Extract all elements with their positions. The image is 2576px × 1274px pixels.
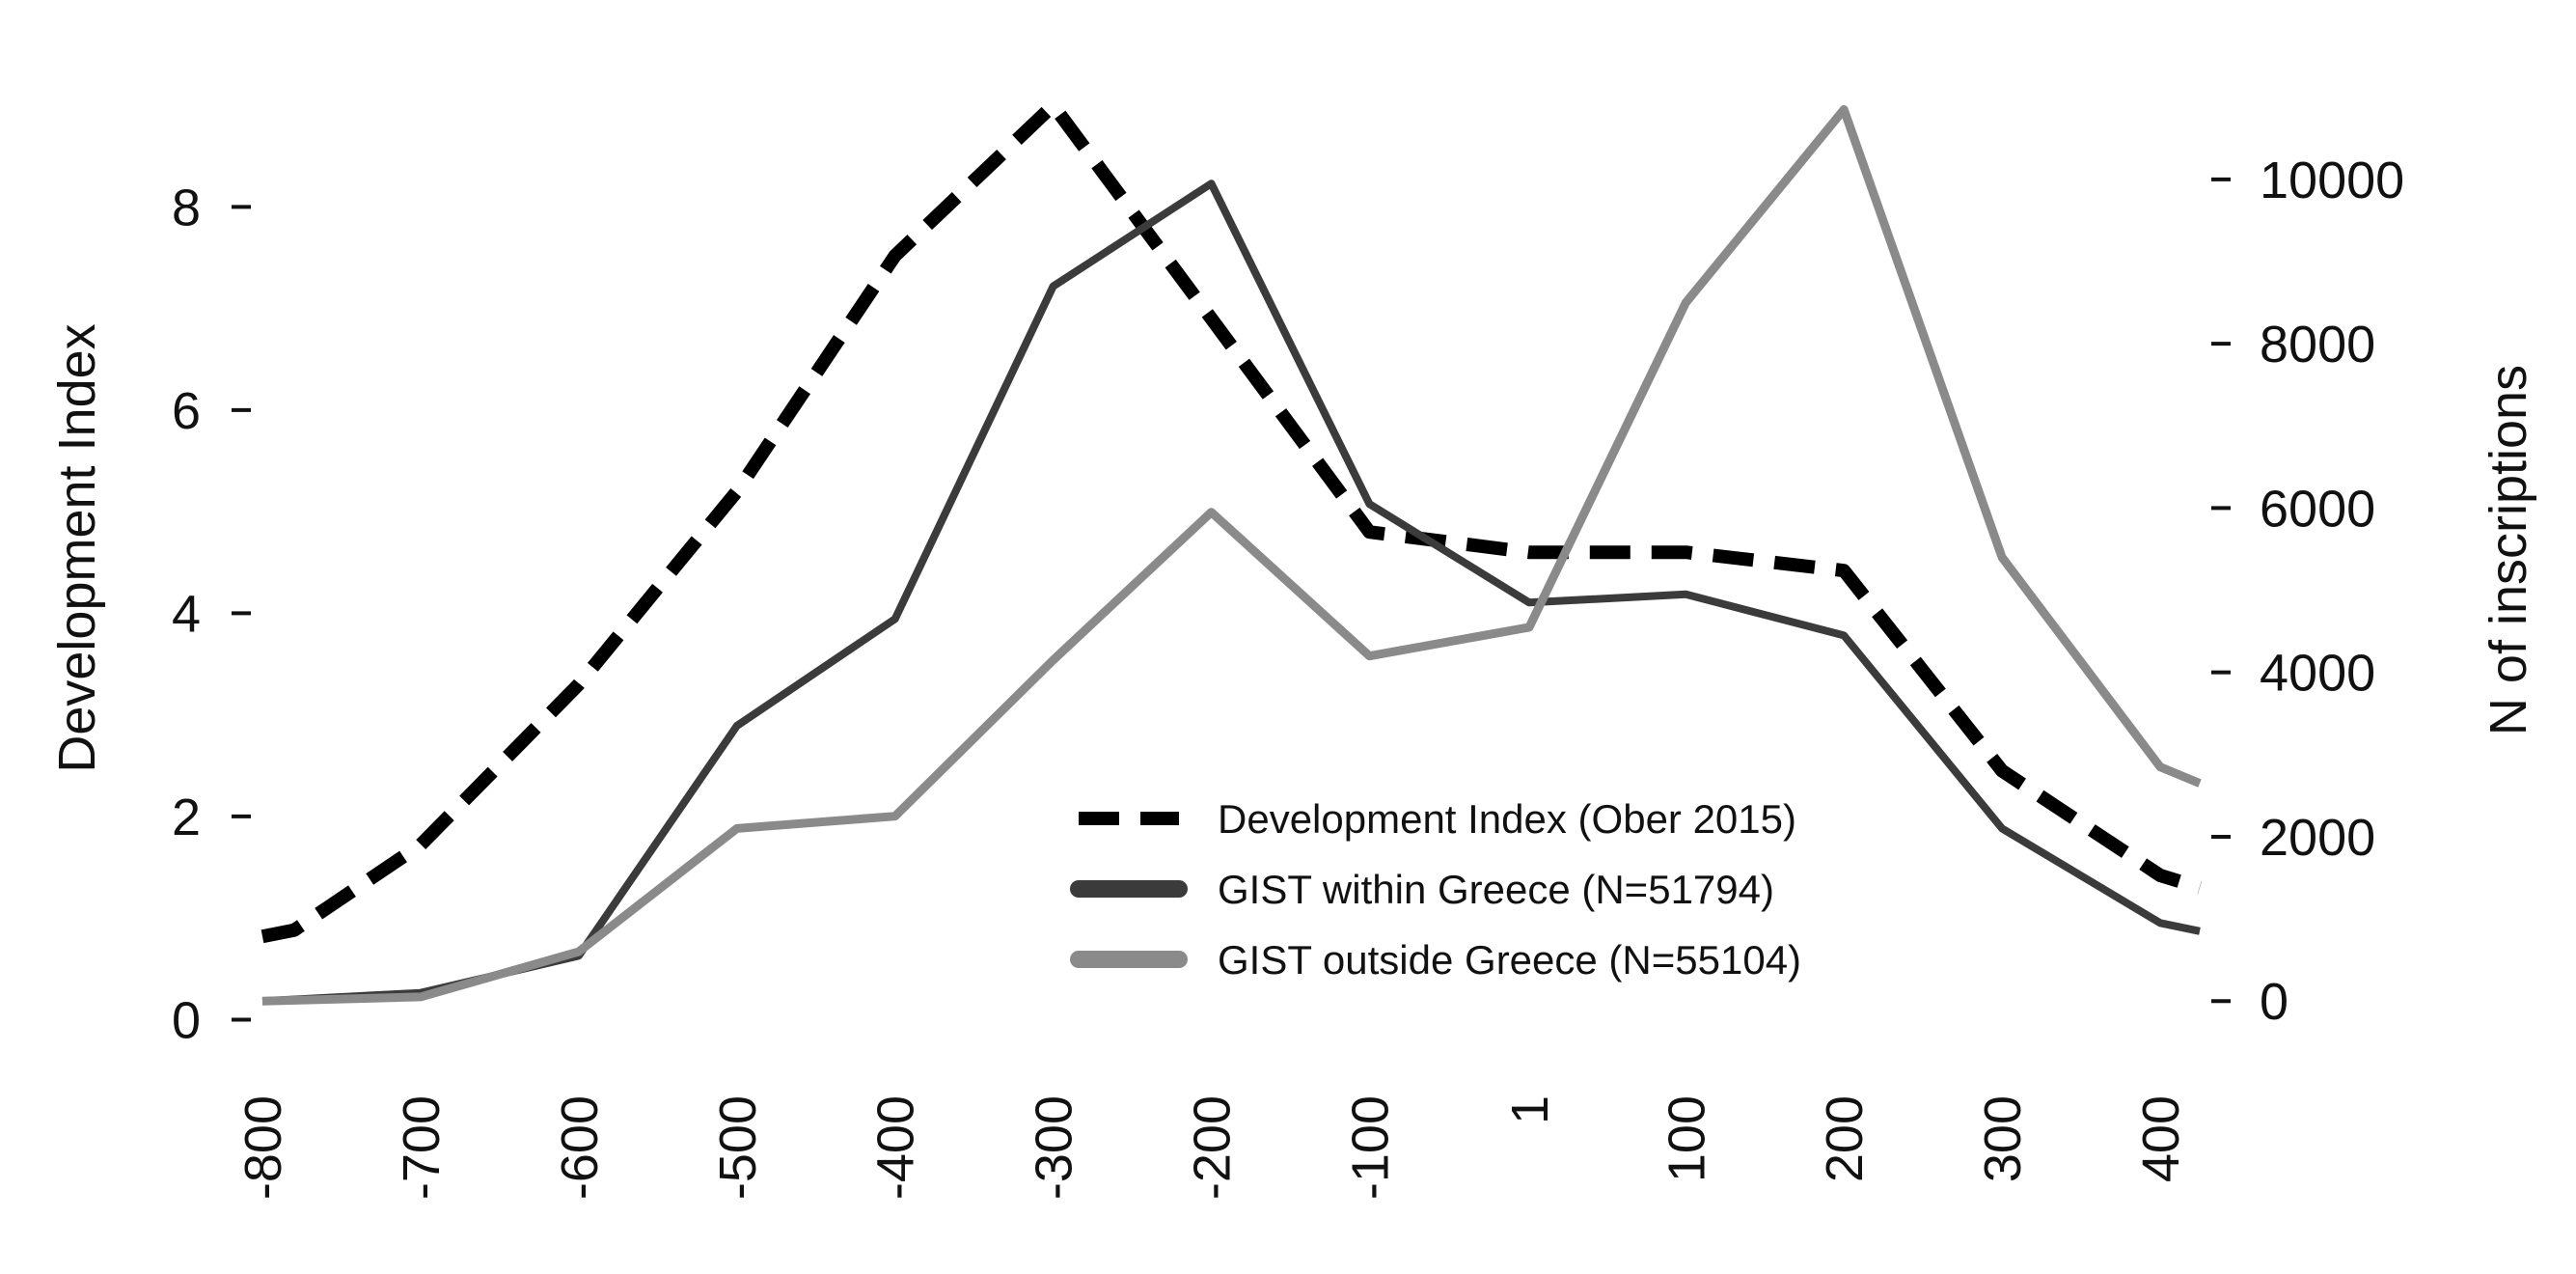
x-tick-label: -600	[551, 1095, 609, 1200]
y2-tick-label: 8000	[2260, 316, 2375, 374]
y-tick-label: 6	[172, 382, 201, 440]
y2-tick-label: 6000	[2260, 480, 2375, 538]
x-tick-label: -100	[1341, 1095, 1399, 1200]
x-tick-label: 300	[1974, 1095, 2032, 1182]
y2-tick-label: 4000	[2260, 645, 2375, 703]
x-axis: -800 -700 -600 -500 -400 -300 -200 -100 1 100 200 3…	[234, 1095, 2190, 1200]
x-tick-label: -400	[867, 1095, 925, 1200]
y2-axis-title: N of inscriptions	[2480, 365, 2537, 735]
x-tick-label: 400	[2132, 1095, 2190, 1182]
x-tick-label: 100	[1658, 1095, 1715, 1182]
y-tick-label: 2	[172, 789, 201, 846]
x-tick-label: -800	[234, 1095, 292, 1200]
x-tick-label: -200	[1184, 1095, 1242, 1200]
x-tick-label: 200	[1816, 1095, 1874, 1182]
legend-label-2: GIST within Greece (N=51794)	[1218, 867, 1774, 912]
x-tick-label: 1	[1501, 1095, 1559, 1124]
y-tick-label: 0	[172, 991, 201, 1049]
y2-tick-label: 0	[2260, 973, 2288, 1031]
series-line-1	[260, 98, 2203, 944]
y2-tick-label: 10000	[2260, 152, 2404, 209]
legend: Development Index (Ober 2015) GIST within…	[1070, 796, 1801, 983]
y2-tick-label: 2000	[2260, 809, 2375, 867]
x-tick-label: -500	[709, 1095, 767, 1200]
series-line-2	[261, 180, 2201, 1006]
right-axis: 0 2000 4000 6000 8000 10000	[2211, 152, 2404, 1031]
x-tick-label: -300	[1026, 1095, 1083, 1200]
left-axis: 0 2 4 6 8	[172, 179, 251, 1049]
legend-label-3: GIST outside Greece (N=55104)	[1218, 937, 1801, 983]
y-tick-label: 4	[172, 585, 201, 643]
y-tick-label: 8	[172, 179, 201, 236]
legend-label-1: Development Index (Ober 2015)	[1218, 796, 1796, 842]
plot-area	[260, 98, 2203, 1006]
x-tick-label: -700	[393, 1095, 451, 1200]
series-line-3	[261, 105, 2202, 1006]
y-axis-title: Development Index	[48, 323, 106, 772]
